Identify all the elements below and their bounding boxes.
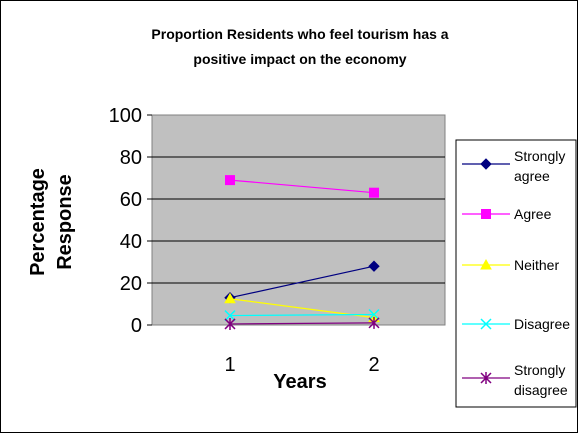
series-line	[229, 322, 375, 325]
y-axis-title-line-1: Percentage	[27, 168, 49, 276]
legend-box	[455, 139, 577, 408]
data-point-marker	[224, 317, 236, 330]
series-layer	[224, 175, 380, 330]
x-tick-label: 2	[368, 354, 379, 376]
data-point-marker	[224, 292, 236, 304]
series-strongly-disagree	[224, 316, 380, 330]
legend: Strongly agree Agree Neither Disagree Strongl…	[462, 148, 570, 398]
chart-title-line-1: Proportion Residents who feel tourism ha…	[151, 26, 448, 42]
data-point-marker	[480, 318, 492, 330]
y-tick-label: 40	[120, 231, 142, 253]
legend-label: Disagree	[514, 316, 570, 332]
data-point-marker	[480, 372, 492, 384]
legend-item: Strongly agree	[462, 148, 565, 184]
y-axis-title-line-2: Response	[54, 174, 76, 270]
chart-title-line-2: positive impact on the economy	[193, 51, 406, 67]
legend-label: Strongly	[514, 148, 565, 164]
series-disagree	[224, 308, 380, 322]
plot-area	[151, 114, 446, 326]
legend-label: Strongly	[514, 362, 565, 378]
data-point-marker	[225, 175, 235, 186]
data-point-marker	[368, 308, 380, 321]
y-tick-label: 100	[109, 105, 142, 127]
y-tick-label: 80	[120, 147, 142, 169]
legend-item: Disagree	[462, 316, 570, 332]
series-line	[229, 313, 375, 317]
y-tick-label: 20	[120, 273, 142, 295]
series-line	[229, 265, 375, 299]
legend-label: agree	[514, 168, 550, 184]
data-point-marker	[224, 310, 236, 322]
x-tick-label: 1	[224, 354, 235, 376]
data-point-marker	[480, 158, 492, 170]
y-tick-label: 0	[131, 315, 142, 337]
series-line	[229, 179, 375, 194]
legend-label: Neither	[514, 257, 559, 273]
x-axis-title: Years	[273, 371, 326, 393]
data-point-marker	[369, 187, 379, 198]
legend-item: Neither	[462, 257, 559, 273]
data-point-marker	[368, 316, 380, 329]
y-tick-label: 60	[120, 189, 142, 211]
series-agree	[225, 175, 379, 198]
data-point-marker	[480, 258, 492, 270]
legend-item: Strongly disagree	[462, 362, 568, 398]
y-axis-ticks: 0 20 40 60 80 100	[109, 105, 152, 337]
legend-item: Agree	[462, 206, 552, 222]
data-point-marker	[481, 209, 491, 219]
legend-label: Agree	[514, 206, 552, 222]
legend-label: disagree	[514, 382, 568, 398]
data-point-marker	[368, 260, 380, 272]
